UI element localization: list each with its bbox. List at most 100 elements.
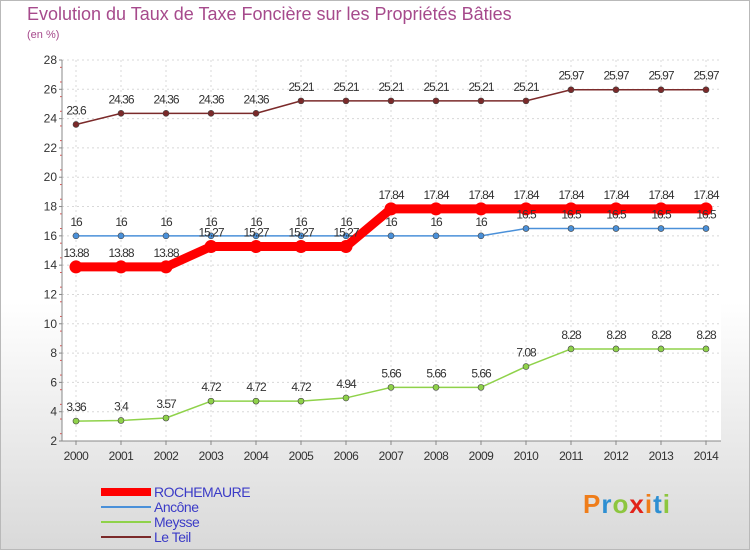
data-label: 15.27: [288, 226, 314, 240]
data-label: 23.6: [66, 103, 87, 117]
data-label: 8.28: [606, 328, 627, 342]
x-tick-label: 2002: [154, 449, 180, 463]
data-point: [72, 417, 80, 425]
data-label: 4.94: [336, 377, 357, 391]
data-label: 25.21: [378, 80, 404, 94]
data-label: 16: [70, 215, 83, 229]
x-tick-label: 2003: [199, 449, 225, 463]
y-tick-label: 22: [44, 141, 58, 155]
legend-swatch: [101, 536, 151, 538]
data-label: 3.36: [66, 400, 87, 414]
logo-letter: i: [662, 489, 671, 519]
data-label: 15.27: [198, 226, 224, 240]
x-tick-label: 2009: [469, 449, 495, 463]
data-point: [429, 202, 443, 216]
x-tick-label: 2007: [379, 449, 405, 463]
data-label: 16: [250, 215, 263, 229]
data-label: 5.66: [426, 366, 447, 380]
data-label: 13.88: [153, 246, 179, 260]
data-point: [522, 363, 530, 370]
data-point: [609, 202, 623, 216]
logo-letter: t: [653, 489, 663, 519]
data-point: [204, 240, 218, 254]
x-tick-label: 2011: [559, 449, 584, 463]
x-tick-label: 2012: [604, 449, 630, 463]
data-label: 16: [160, 215, 173, 229]
legend-swatch: [101, 521, 151, 523]
data-point: [477, 384, 485, 391]
data-label: 15.27: [243, 226, 269, 240]
legend-swatch: [101, 488, 151, 496]
data-point: [474, 202, 488, 216]
legend-label: ROCHEMAURE: [154, 484, 251, 500]
data-point: [162, 232, 170, 240]
data-label: 16.5: [516, 208, 537, 222]
x-tick-label: 2010: [514, 449, 540, 463]
legend-swatch: [101, 506, 151, 508]
data-label: 17.84: [468, 188, 494, 202]
data-label: 13.88: [63, 246, 89, 260]
x-tick-label: 2004: [244, 449, 270, 463]
data-point: [207, 232, 215, 240]
data-label: 7.08: [516, 346, 537, 360]
data-point: [387, 232, 395, 240]
data-label: 8.28: [651, 328, 672, 342]
data-point: [297, 97, 305, 105]
chart-title: Evolution du Taux de Taxe Foncière sur l…: [27, 4, 512, 24]
data-point: [432, 232, 440, 240]
data-point: [294, 240, 308, 254]
y-tick-label: 20: [44, 170, 58, 184]
data-label: 16.5: [606, 208, 627, 222]
data-point: [252, 110, 260, 117]
data-point: [114, 260, 128, 274]
data-point: [567, 225, 575, 232]
y-tick-label: 14: [44, 258, 58, 272]
data-label: 25.97: [603, 69, 629, 83]
data-point: [702, 345, 710, 353]
logo-letter: P: [583, 489, 602, 519]
data-label: 24.36: [198, 92, 224, 106]
data-label: 25.21: [468, 80, 494, 94]
x-tick-label: 2006: [334, 449, 360, 463]
data-label: 4.72: [291, 380, 312, 394]
data-label: 25.21: [333, 80, 359, 94]
data-label: 8.28: [696, 328, 717, 342]
data-point: [117, 110, 125, 117]
y-tick-label: 28: [44, 53, 58, 67]
data-point: [162, 414, 170, 422]
series-anc-ne: [72, 225, 710, 240]
x-tick-label: 2001: [109, 449, 135, 463]
data-point: [69, 260, 83, 274]
data-label: 17.84: [693, 188, 719, 202]
y-tick-label: 10: [44, 317, 58, 331]
y-tick-label: 8: [50, 346, 57, 360]
series-meysse: [72, 345, 710, 425]
data-point: [702, 86, 710, 94]
x-tick-label: 2000: [64, 449, 90, 463]
logo-letter: x: [629, 489, 645, 519]
data-point: [564, 202, 578, 216]
logo-letter: o: [612, 489, 630, 519]
data-label: 16.5: [651, 208, 672, 222]
data-point: [249, 240, 263, 254]
data-point: [519, 202, 533, 216]
data-label: 16.5: [561, 208, 582, 222]
data-label: 17.84: [378, 188, 404, 202]
data-point: [567, 86, 575, 94]
data-point: [477, 232, 485, 240]
data-label: 17.84: [648, 188, 674, 202]
data-point: [297, 232, 305, 240]
data-label: 17.84: [423, 188, 449, 202]
data-point: [387, 97, 395, 105]
y-tick-label: 16: [44, 229, 58, 243]
y-tick-label: 2: [50, 434, 57, 448]
data-label: 25.21: [288, 80, 314, 94]
data-label: 17.84: [513, 188, 539, 202]
x-tick-label: 2008: [424, 449, 450, 463]
unit-label: (en %): [27, 29, 60, 41]
y-tick-label: 18: [44, 200, 58, 214]
data-point: [72, 121, 80, 128]
data-label: 16.5: [696, 208, 717, 222]
data-point: [72, 232, 80, 240]
